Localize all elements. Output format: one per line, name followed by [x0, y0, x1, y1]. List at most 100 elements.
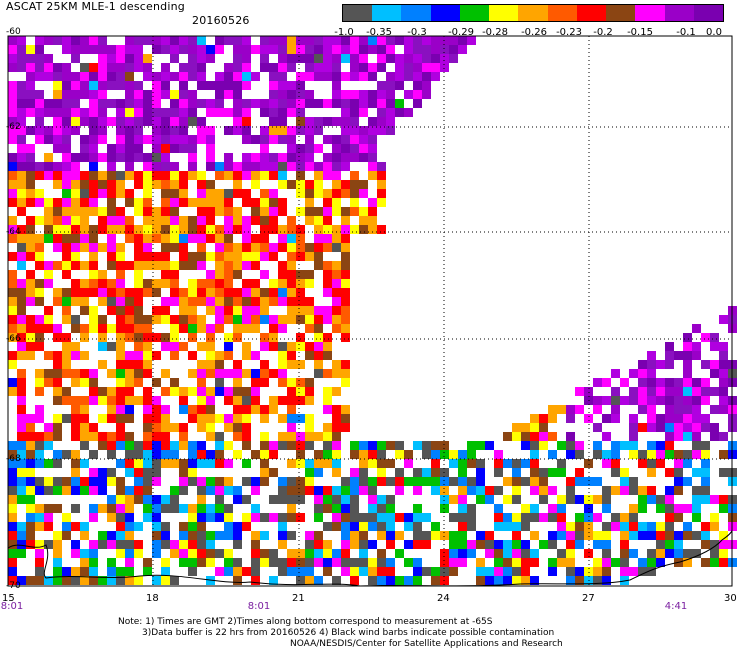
data-cell [116, 225, 125, 234]
data-cell [179, 324, 188, 333]
data-cell [332, 549, 341, 558]
data-cell [8, 324, 17, 333]
data-cell [26, 459, 35, 468]
data-cell [665, 504, 674, 513]
data-cell [368, 99, 377, 108]
data-cell [161, 117, 170, 126]
data-cell [215, 315, 224, 324]
data-cell [440, 495, 449, 504]
data-cell [539, 432, 548, 441]
data-cell [242, 315, 251, 324]
data-cell [80, 459, 89, 468]
data-cell [107, 450, 116, 459]
data-cell [206, 459, 215, 468]
data-cell [638, 369, 647, 378]
data-cell [260, 243, 269, 252]
data-cell [701, 360, 710, 369]
data-cell [53, 225, 62, 234]
data-cell [188, 504, 197, 513]
data-cell [188, 279, 197, 288]
data-cell [341, 225, 350, 234]
data-cell [368, 36, 377, 45]
data-cell [395, 468, 404, 477]
data-cell [332, 423, 341, 432]
data-cell [656, 522, 665, 531]
data-cell [314, 540, 323, 549]
lat-label: -62 [6, 122, 21, 132]
data-cell [80, 567, 89, 576]
data-cell [107, 63, 116, 72]
data-cell [8, 90, 17, 99]
data-cell [116, 513, 125, 522]
data-cell [521, 477, 530, 486]
data-cell [17, 117, 26, 126]
data-cell [98, 225, 107, 234]
data-cell [215, 459, 224, 468]
data-cell [269, 243, 278, 252]
data-cell [179, 306, 188, 315]
data-cell [431, 54, 440, 63]
data-cell [278, 351, 287, 360]
data-cell [125, 369, 134, 378]
data-cell [53, 414, 62, 423]
data-cell [359, 108, 368, 117]
data-cell [152, 549, 161, 558]
data-cell [53, 567, 62, 576]
data-cell [125, 198, 134, 207]
data-cell [17, 450, 26, 459]
data-cell [521, 504, 530, 513]
data-cell [26, 486, 35, 495]
data-cell [359, 99, 368, 108]
data-cell [89, 432, 98, 441]
data-cell [170, 189, 179, 198]
data-cell [593, 495, 602, 504]
data-cell [701, 450, 710, 459]
data-cell [386, 54, 395, 63]
data-cell [431, 531, 440, 540]
data-cell [278, 477, 287, 486]
data-cell [35, 279, 44, 288]
data-cell [62, 153, 71, 162]
data-cell [215, 171, 224, 180]
data-cell [206, 189, 215, 198]
data-cell [296, 279, 305, 288]
data-cell [278, 81, 287, 90]
data-cell [134, 540, 143, 549]
color-scale-label: -0.26 [521, 27, 547, 38]
data-cell [206, 135, 215, 144]
data-cell [62, 225, 71, 234]
data-cell [152, 72, 161, 81]
data-cell [143, 477, 152, 486]
data-cell [305, 396, 314, 405]
data-cell [332, 279, 341, 288]
data-cell [305, 243, 314, 252]
data-cell [224, 252, 233, 261]
data-cell [341, 540, 350, 549]
data-cell [305, 54, 314, 63]
data-cell [260, 333, 269, 342]
data-cell [107, 387, 116, 396]
data-cell [170, 234, 179, 243]
data-cell [62, 180, 71, 189]
data-cell [188, 117, 197, 126]
data-cell [395, 576, 404, 585]
data-cell [512, 549, 521, 558]
data-cell [395, 441, 404, 450]
data-cell [548, 405, 557, 414]
data-cell [206, 180, 215, 189]
data-cell [512, 459, 521, 468]
data-cell [458, 45, 467, 54]
data-cell [485, 540, 494, 549]
data-cell [332, 495, 341, 504]
data-cell [647, 414, 656, 423]
data-cell [35, 513, 44, 522]
data-cell [206, 504, 215, 513]
data-cell [710, 333, 719, 342]
data-cell [53, 396, 62, 405]
data-cell [269, 72, 278, 81]
data-cell [332, 459, 341, 468]
data-cell [125, 36, 134, 45]
data-cell [287, 261, 296, 270]
data-cell [665, 522, 674, 531]
data-cell [359, 90, 368, 99]
